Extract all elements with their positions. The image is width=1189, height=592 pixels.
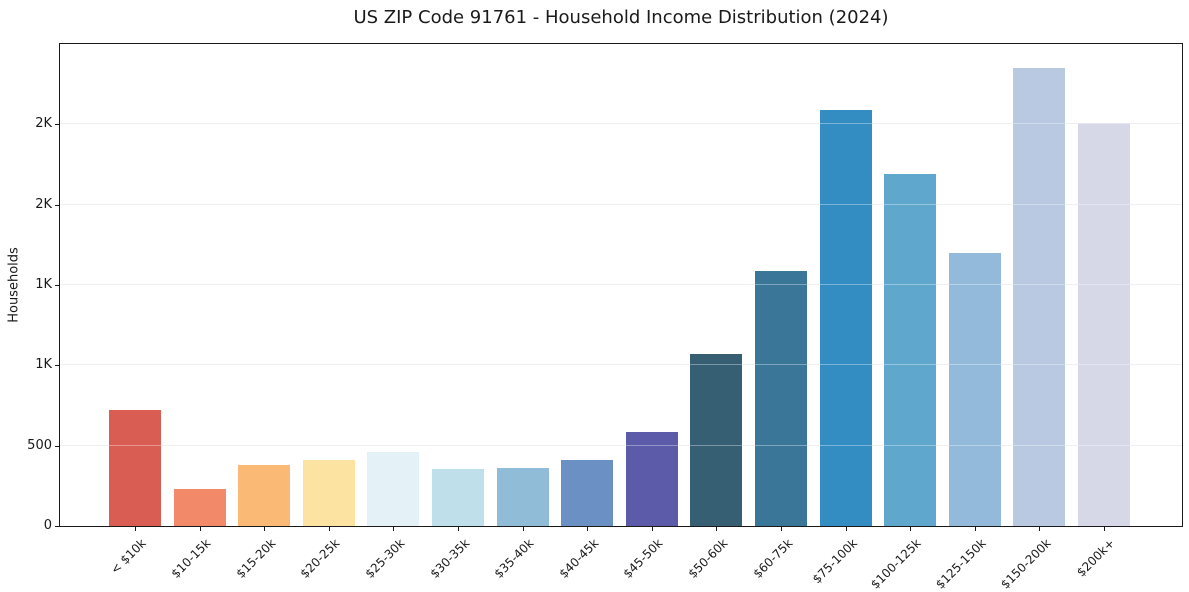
gridline	[60, 444, 1182, 446]
x-tick-label: $20-25k	[297, 536, 343, 581]
x-tick-mark	[781, 527, 782, 531]
x-tick-label: $10-15k	[168, 536, 214, 581]
gridline	[60, 364, 1182, 366]
bar-8	[561, 460, 614, 526]
gridline	[60, 444, 1182, 446]
bar-4	[302, 460, 355, 526]
bar-12	[819, 109, 872, 526]
gridline	[60, 123, 1182, 125]
bar-16	[1078, 122, 1130, 526]
bar-1	[109, 409, 161, 526]
bar-13	[884, 174, 937, 526]
x-tick-mark	[328, 527, 330, 531]
x-tick-label: < $10k	[108, 536, 149, 577]
x-tick-label: $75-100k	[809, 536, 860, 587]
x-tick-mark	[199, 527, 201, 531]
gridline-layer	[60, 44, 1182, 526]
plot-area	[59, 43, 1183, 527]
y-tick-label: 500	[27, 437, 52, 453]
y-tick-mark	[55, 365, 59, 367]
x-tick-label: $200k+	[1074, 536, 1118, 580]
bar-11	[755, 270, 807, 526]
gridline	[60, 123, 1182, 125]
x-tick-label: $25-30k	[362, 536, 408, 581]
bar-layer	[60, 44, 1182, 526]
y-tick-mark	[55, 204, 59, 206]
gridline	[60, 364, 1182, 366]
x-tick-label: $150-200k	[997, 536, 1054, 592]
x-tick-label: $35-40k	[491, 536, 537, 581]
gridline	[60, 203, 1182, 205]
gridline	[60, 284, 1182, 285]
x-tick-labels: < $10k $10-15k $15-20k $20-25k $25-30k $30-35…	[59, 533, 1183, 592]
gridline-overlay-layer	[60, 44, 1182, 526]
x-tick-mark	[1104, 527, 1105, 531]
x-tick-mark	[651, 527, 653, 531]
y-tick-marks	[55, 43, 59, 527]
bar-10	[690, 354, 743, 526]
x-tick-mark	[522, 527, 524, 531]
x-tick-mark	[135, 527, 136, 531]
y-tick-mark	[55, 445, 59, 447]
x-tick-label: $125-150k	[933, 536, 989, 592]
bar-5	[367, 452, 420, 526]
bar-3	[238, 464, 291, 526]
y-tick-label: 1K	[35, 357, 52, 373]
bar-7	[496, 468, 549, 526]
x-tick-mark	[910, 527, 912, 531]
y-tick-labels: 0 500 1K 1K 2K 2K	[0, 43, 52, 533]
x-tick-marks	[59, 527, 1183, 532]
x-tick-mark	[458, 527, 459, 531]
y-tick-label: 1K	[35, 277, 52, 292]
y-tick-label: 2K	[35, 116, 52, 132]
y-tick-mark	[55, 285, 59, 286]
x-tick-label: $15-20k	[233, 536, 279, 581]
x-tick-mark	[1039, 527, 1041, 531]
x-tick-label: $60-75k	[750, 536, 795, 581]
x-tick-mark	[587, 527, 589, 531]
bar-6	[432, 468, 484, 526]
gridline	[60, 203, 1182, 205]
x-tick-label: $50-60k	[685, 536, 731, 581]
gridline	[60, 284, 1182, 285]
x-tick-mark	[974, 527, 976, 531]
bar-9	[625, 432, 678, 526]
bar-14	[948, 252, 1001, 526]
y-tick-mark	[55, 526, 59, 527]
x-tick-mark	[845, 527, 847, 531]
y-tick-label: 0	[43, 518, 52, 533]
bar-15	[1013, 68, 1066, 526]
bar-2	[173, 489, 226, 526]
x-tick-label: $100-125k	[868, 536, 925, 592]
y-tick-mark	[55, 124, 59, 126]
x-tick-mark	[716, 527, 718, 531]
x-tick-label: $40-45k	[556, 536, 602, 581]
x-tick-label: $30-35k	[427, 536, 472, 581]
x-tick-mark	[264, 527, 266, 531]
x-tick-mark	[393, 527, 395, 531]
chart-title: US ZIP Code 91761 - Household Income Dis…	[353, 7, 889, 28]
x-tick-label: $45-50k	[620, 536, 666, 581]
y-tick-label: 2K	[35, 196, 52, 212]
